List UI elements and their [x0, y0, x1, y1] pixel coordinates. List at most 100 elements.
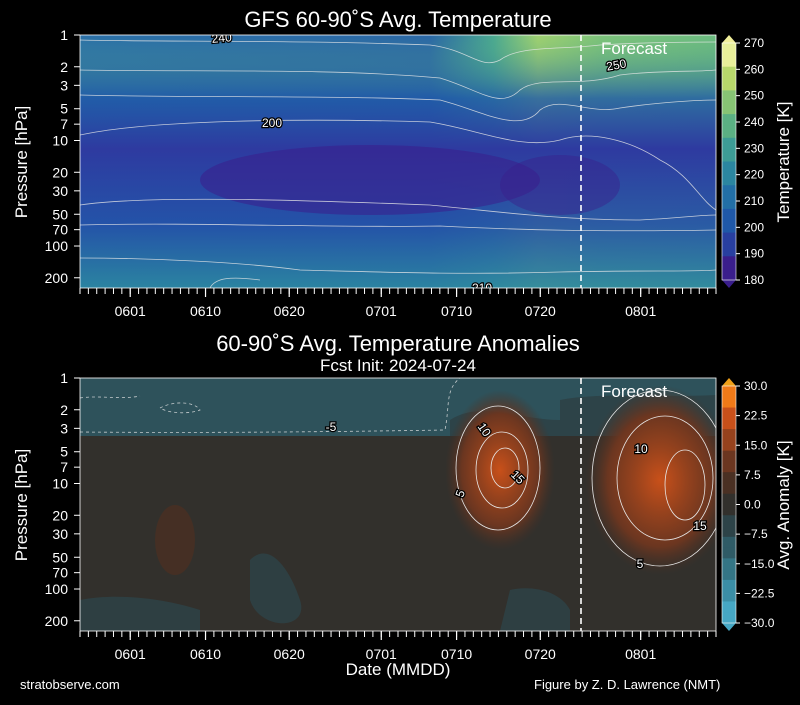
bottom-colorbar-band	[722, 493, 736, 505]
bottom-colorbar-band	[722, 461, 736, 473]
bottom-colorbar-band	[722, 536, 736, 549]
top-y-tick-label: 20	[52, 164, 68, 180]
bottom-colorbar-band	[722, 590, 736, 602]
top-colorbar-tick-label: 240	[744, 115, 764, 129]
bottom-forecast-label: Forecast	[601, 382, 667, 401]
bottom-colorbar-min-arrow	[722, 623, 736, 631]
top-colorbar-frame	[721, 42, 737, 281]
bottom-contour-label-15-forecast: 15	[693, 519, 707, 533]
top-colorbar-tick-label: 260	[744, 62, 764, 76]
bottom-colorbar-tick-label: −22.5	[744, 586, 775, 600]
top-y-tick-label: 70	[52, 222, 68, 238]
bottom-contour-label-5-forecast: 5	[637, 557, 644, 571]
top-colorbar-max-arrow	[722, 35, 736, 43]
top-x-tick-label: 0720	[525, 303, 556, 319]
bottom-colorbar-band	[722, 386, 736, 398]
footer-site: stratobserve.com	[20, 677, 120, 692]
bottom-colorbar-tick-label: −30.0	[744, 616, 775, 630]
top-chart-title: GFS 60-90˚S Avg. Temperature	[244, 7, 551, 32]
bottom-colorbar-tick-label: 30.0	[744, 379, 768, 393]
top-y-tick-label: 3	[60, 77, 68, 93]
top-colorbar-band	[722, 197, 736, 210]
bottom-colorbar-band	[722, 439, 736, 452]
top-x-tick-label: 0701	[366, 303, 397, 319]
top-plot-area: 240 200 250 210	[80, 30, 716, 295]
top-y-tick-label: 2	[60, 59, 68, 75]
top-colorbar-band	[722, 208, 736, 222]
top-colorbar-band	[722, 66, 736, 80]
bottom-x-axis: 0601 0610 0620 0701 0710 0720 0801	[79, 631, 717, 662]
top-x-tick-label: 0601	[115, 303, 146, 319]
top-colorbar-band	[722, 54, 736, 68]
top-colorbar-band	[722, 102, 736, 115]
bottom-colorbar-band	[722, 612, 736, 624]
bottom-colorbar-tick-label: 15.0	[744, 438, 768, 452]
bottom-colorbar-band	[722, 504, 736, 516]
bottom-chart-subtitle: Fcst Init: 2024-07-24	[320, 356, 476, 375]
bottom-colorbar-band	[722, 526, 736, 538]
bottom-colorbar: 30.0 22.5 15.0 7.5 0.0 −7.5 −15.0 −22.5 −30.0	[721, 378, 775, 631]
top-colorbar-band	[722, 173, 736, 186]
top-colorbar-tick-label: 200	[744, 220, 764, 234]
bottom-y-tick-label: 7	[60, 459, 68, 475]
top-colorbar-band	[722, 78, 736, 91]
top-y-tick-label: 7	[60, 116, 68, 132]
top-contour-label-210: 210	[472, 281, 492, 295]
top-colorbar-min-arrow	[722, 280, 736, 288]
top-colorbar-band	[722, 149, 736, 162]
top-colorbar-label: Temperature [K]	[774, 102, 793, 223]
bottom-y-tick-label: 2	[60, 402, 68, 418]
bottom-colorbar-band	[722, 569, 736, 581]
top-colorbar-band	[722, 256, 736, 269]
bottom-colorbar-band	[722, 558, 736, 570]
bottom-y-tick-label: 200	[45, 613, 69, 629]
top-x-axis: 0601 0610 0620 0701 0710 0720 0801	[79, 288, 717, 319]
top-colorbar-band	[722, 137, 736, 151]
bottom-colorbar-tick-label: 0.0	[744, 498, 761, 512]
bottom-colorbar-tick-label: −15.0	[744, 557, 775, 571]
bottom-y-tick-label: 20	[52, 507, 68, 523]
top-y-axis-label: Pressure [hPa]	[12, 106, 31, 218]
top-y-tick-label: 50	[52, 206, 68, 222]
top-colorbar: 270 260 250 240 230 220 210 200 190 180	[721, 35, 764, 288]
top-colorbar-tick-label: 270	[744, 36, 764, 50]
top-colorbar-band	[722, 161, 736, 174]
bottom-colorbar-tick-label: −7.5	[744, 527, 768, 541]
top-y-tick-label: 100	[45, 238, 69, 254]
bottom-colorbar-max-arrow	[722, 378, 736, 386]
top-colorbar-tick-label: 230	[744, 141, 764, 155]
bottom-y-axis-label: Pressure [hPa]	[12, 449, 31, 561]
bottom-y-tick-label: 3	[60, 420, 68, 436]
top-x-tick-label: 0620	[274, 303, 305, 319]
bottom-x-tick-label: 0701	[366, 646, 397, 662]
bottom-x-tick-label: 0710	[441, 646, 472, 662]
bottom-y-tick-label: 5	[60, 444, 68, 460]
footer-credit: Figure by Z. D. Lawrence (NMT)	[534, 677, 721, 692]
bottom-x-tick-label: 0610	[190, 646, 221, 662]
bottom-colorbar-band	[722, 601, 736, 613]
top-colorbar-band	[722, 232, 736, 245]
top-contour-label-240: 240	[211, 30, 232, 46]
top-colorbar-band	[722, 90, 736, 103]
bottom-colorbar-band	[722, 450, 736, 462]
bottom-x-tick-label: 0620	[274, 646, 305, 662]
top-x-tick-label: 0801	[625, 303, 656, 319]
top-y-tick-label: 30	[52, 183, 68, 199]
top-x-tick-label: 0610	[190, 303, 221, 319]
top-colorbar-tick-label: 250	[744, 89, 764, 103]
bottom-colorbar-band	[722, 407, 736, 419]
bottom-x-axis-label: Date (MMDD)	[346, 660, 451, 679]
top-colorbar-band	[722, 185, 736, 198]
top-contour-label-200: 200	[262, 116, 282, 130]
bottom-x-tick-label: 0720	[525, 646, 556, 662]
bottom-y-tick-label: 30	[52, 526, 68, 542]
bottom-x-tick-label: 0601	[115, 646, 146, 662]
bottom-colorbar-tick-label: 22.5	[744, 409, 768, 423]
top-contour-label-250: 250	[605, 56, 627, 73]
top-colorbar-band	[722, 268, 736, 281]
bottom-contour-label-10-forecast: 10	[634, 442, 648, 456]
top-colorbar-band	[722, 220, 736, 234]
